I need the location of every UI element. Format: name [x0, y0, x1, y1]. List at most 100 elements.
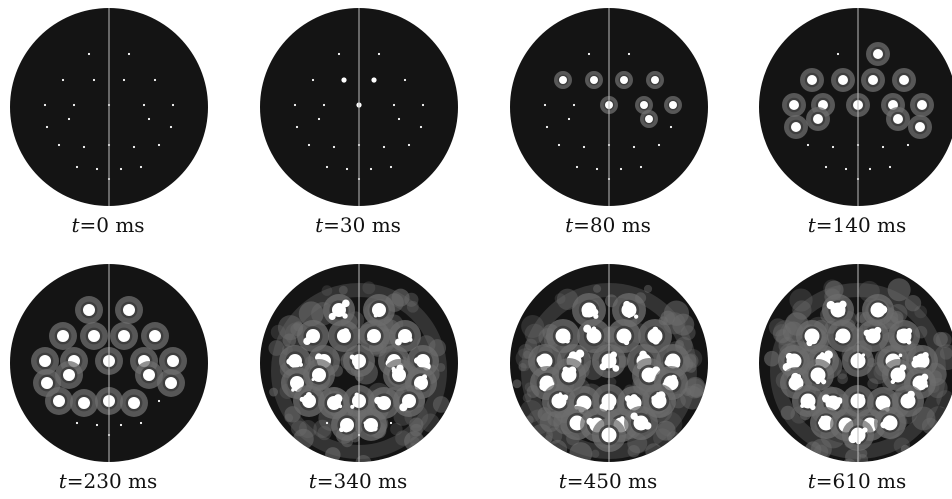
ignition-site — [824, 165, 828, 169]
flame-haze — [298, 301, 324, 327]
flame-haze — [933, 344, 952, 371]
ignition-site — [119, 423, 123, 427]
burning-fragment — [593, 313, 599, 319]
ignition-site — [95, 167, 99, 171]
ignition-site — [337, 52, 341, 56]
burning-fragment — [859, 394, 865, 400]
ignition-site — [169, 125, 173, 129]
burning-fragment — [291, 387, 295, 392]
burning-fragment — [876, 397, 881, 401]
ignition-site — [157, 399, 161, 403]
burning-fragment — [536, 355, 546, 365]
flame-haze — [836, 369, 848, 380]
burning-fragment — [368, 419, 377, 429]
burning-fragment — [350, 404, 355, 409]
ignition-site — [75, 421, 79, 425]
burning-core — [371, 77, 377, 83]
ignition-site — [171, 103, 175, 107]
burning-fragment — [642, 375, 646, 379]
burning-fragment — [328, 312, 336, 320]
burning-fragment — [573, 422, 581, 430]
ignition-site — [119, 167, 123, 171]
ignition-site — [92, 78, 96, 82]
burning-fragment — [907, 397, 912, 403]
panel-5 — [10, 264, 208, 462]
ignition-site — [127, 52, 131, 56]
flame-haze — [436, 362, 446, 372]
flame-haze — [887, 278, 911, 302]
ignition-site — [844, 167, 848, 171]
ignition-site — [132, 145, 136, 149]
burning-fragment — [603, 434, 607, 438]
burning-fragment — [623, 300, 631, 308]
burning-core — [341, 77, 347, 83]
burning-core — [586, 328, 602, 344]
burning-core — [149, 330, 161, 342]
flame-haze — [764, 350, 780, 367]
flame-haze — [268, 340, 285, 356]
burning-fragment — [363, 421, 367, 425]
burning-fragment — [798, 379, 803, 384]
burning-fragment — [862, 427, 868, 433]
burning-fragment — [396, 364, 404, 372]
ignition-site — [836, 52, 840, 56]
burning-core — [288, 354, 302, 368]
burning-fragment — [406, 398, 411, 403]
burning-fragment — [820, 352, 825, 357]
burning-fragment — [878, 305, 888, 315]
burning-fragment — [568, 351, 578, 361]
burning-fragment — [839, 300, 847, 309]
flame-haze — [317, 425, 332, 441]
ignition-site — [157, 143, 161, 147]
flame-haze — [939, 347, 952, 360]
burning-core — [53, 395, 65, 407]
burning-fragment — [820, 415, 825, 420]
burning-core — [39, 355, 51, 367]
burning-core — [640, 101, 648, 109]
burning-core — [332, 303, 346, 317]
burning-fragment — [651, 395, 657, 401]
burning-fragment — [375, 308, 380, 313]
flame-haze — [867, 378, 879, 390]
burning-core — [41, 377, 53, 389]
flame-haze — [592, 284, 602, 293]
burning-fragment — [342, 313, 348, 319]
ignition-site — [906, 143, 910, 147]
burning-fragment — [817, 420, 823, 426]
flame-haze — [657, 411, 683, 437]
burning-fragment — [405, 395, 409, 399]
burning-fragment — [416, 383, 420, 388]
flame-haze — [655, 420, 676, 441]
flame-haze — [780, 405, 795, 420]
flame-haze — [284, 413, 294, 423]
ignition-site — [567, 117, 571, 121]
caption-panel-1: t=0 ms — [71, 213, 145, 237]
burning-core — [873, 49, 883, 59]
ignition-site — [545, 125, 549, 129]
ignition-site — [627, 52, 631, 56]
burning-fragment — [382, 396, 386, 400]
burning-core — [810, 367, 826, 383]
burning-core — [63, 369, 75, 381]
caption-panel-2: t=30 ms — [315, 213, 401, 237]
flame-haze — [627, 444, 641, 458]
ignition-site — [95, 423, 99, 427]
flame-haze — [391, 288, 410, 307]
flame-haze — [338, 285, 348, 295]
flame-haze — [837, 373, 848, 385]
ignition-site — [421, 103, 425, 107]
flame-haze — [556, 288, 579, 311]
burning-fragment — [408, 337, 413, 342]
burning-core — [645, 115, 653, 123]
burning-fragment — [921, 373, 929, 381]
ignition-site — [407, 143, 411, 147]
ignition-site — [382, 145, 386, 149]
ignition-site — [72, 103, 76, 107]
flame-haze — [845, 449, 861, 462]
ignition-site — [317, 117, 321, 121]
flame-haze — [768, 318, 787, 337]
flame-haze — [512, 379, 522, 389]
ignition-site — [122, 78, 126, 82]
burning-fragment — [868, 332, 874, 337]
